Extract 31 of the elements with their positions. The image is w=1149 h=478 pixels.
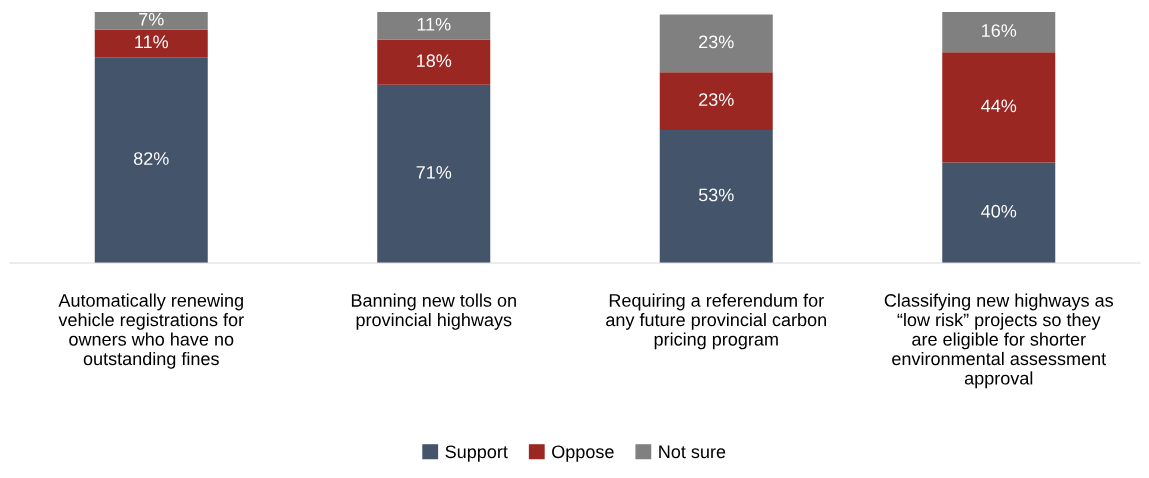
bar bbox=[659, 72, 773, 130]
bar bbox=[942, 52, 1056, 163]
data-label: 23% bbox=[699, 93, 734, 106]
data-label: 53% bbox=[698, 188, 734, 202]
bar bbox=[94, 29, 208, 58]
bar bbox=[377, 39, 491, 85]
data-label: 71% bbox=[416, 166, 452, 179]
bar bbox=[377, 84, 491, 263]
x-tick-label: Banning new tolls on provincial highways bbox=[351, 293, 516, 330]
bar bbox=[659, 14, 773, 73]
data-label: 11% bbox=[417, 17, 451, 31]
bar bbox=[942, 12, 1056, 53]
bar bbox=[659, 129, 773, 263]
data-label: 16% bbox=[982, 24, 1017, 37]
data-label: 44% bbox=[981, 99, 1017, 113]
legend-label: Oppose bbox=[552, 445, 614, 462]
data-label: 82% bbox=[133, 152, 169, 165]
bar bbox=[94, 12, 208, 30]
legend-label: Not sure bbox=[659, 445, 726, 459]
data-label: 40% bbox=[981, 204, 1017, 218]
bar bbox=[942, 162, 1056, 263]
data-label: 7% bbox=[139, 12, 164, 26]
x-tick-label: Classifying new highways as “low risk” projects so they are eligible for shorter environmental assessment approval bbox=[884, 293, 1114, 389]
x-tick-label: Automatically renewing vehicle registrations for owners who have no outstanding fines bbox=[58, 293, 244, 369]
data-label: 18% bbox=[417, 54, 452, 68]
bar bbox=[377, 12, 491, 40]
bar bbox=[94, 57, 208, 263]
x-tick-label: Requiring a referendum for any future provincial carbon pricing program bbox=[606, 293, 826, 350]
data-label: 11% bbox=[135, 35, 169, 49]
legend-label: Support bbox=[445, 445, 508, 462]
data-label: 23% bbox=[699, 35, 734, 49]
